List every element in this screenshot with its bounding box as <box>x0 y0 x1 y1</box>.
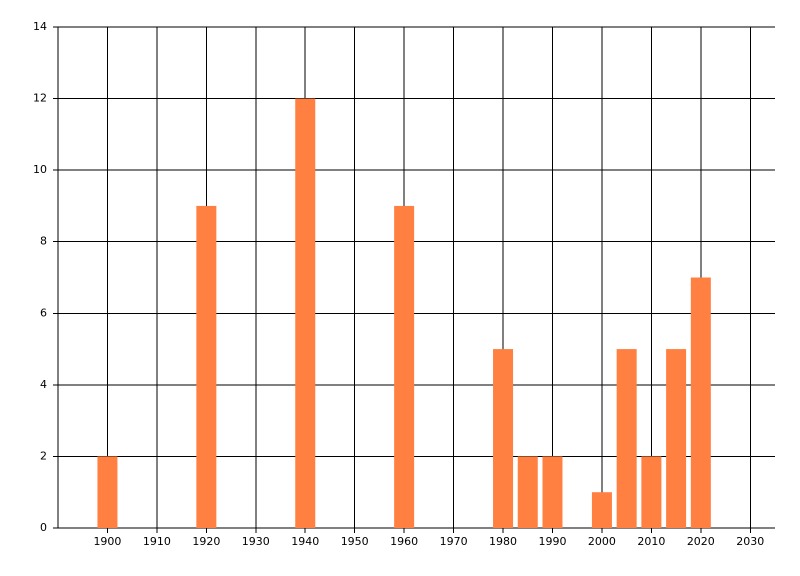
x-tick-label: 1920 <box>192 535 220 548</box>
bar <box>493 349 514 528</box>
x-tick-label: 1970 <box>440 535 468 548</box>
x-tick-label: 1960 <box>390 535 418 548</box>
bar <box>591 492 612 528</box>
y-tick-label: 2 <box>40 449 47 462</box>
y-tick-label: 0 <box>40 521 47 534</box>
y-tick-label: 8 <box>40 235 47 248</box>
bar <box>517 456 538 528</box>
bar <box>542 456 563 528</box>
bar <box>641 456 662 528</box>
x-tick-label: 1990 <box>538 535 566 548</box>
y-tick-label: 4 <box>40 378 47 391</box>
bar <box>690 277 711 528</box>
y-tick-label: 12 <box>33 92 47 105</box>
bar <box>295 98 316 529</box>
x-tick-label: 2020 <box>687 535 715 548</box>
bar <box>97 456 118 528</box>
bar <box>196 205 217 528</box>
y-tick-label: 10 <box>33 163 47 176</box>
x-tick-label: 2010 <box>637 535 665 548</box>
x-tick-label: 1910 <box>143 535 171 548</box>
x-tick-label: 2030 <box>736 535 764 548</box>
y-tick-label: 6 <box>40 306 47 319</box>
bar <box>394 205 415 528</box>
x-tick-label: 1950 <box>341 535 369 548</box>
x-tick-label: 1940 <box>291 535 319 548</box>
bar <box>666 349 687 528</box>
bar <box>616 349 637 528</box>
x-tick-label: 1980 <box>489 535 517 548</box>
x-tick-label: 1930 <box>242 535 270 548</box>
x-tick-label: 1900 <box>93 535 121 548</box>
y-tick-label: 14 <box>33 20 47 33</box>
x-tick-label: 2000 <box>588 535 616 548</box>
